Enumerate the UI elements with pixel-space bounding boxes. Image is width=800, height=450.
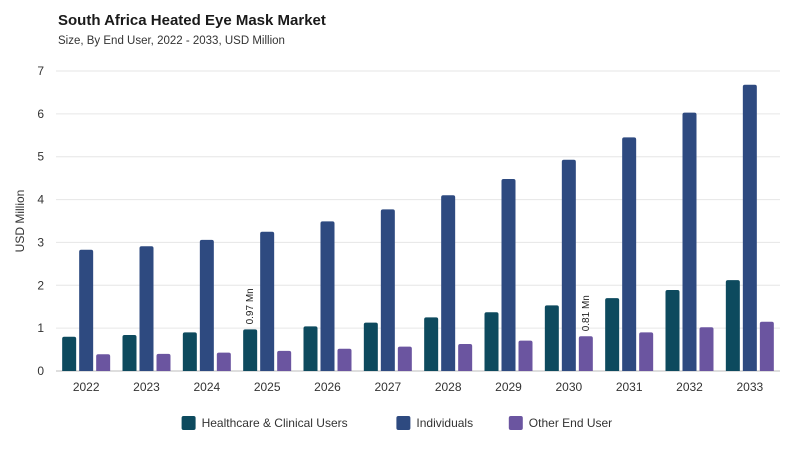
legend-item: Healthcare & Clinical Users [181, 416, 348, 430]
bar-healthcare-clinical-users-2032 [665, 290, 680, 371]
legend-swatch [396, 416, 411, 430]
legend-label: Other End User [529, 416, 612, 430]
bar-healthcare-clinical-users-2033 [725, 280, 740, 371]
legend-swatch [181, 416, 196, 430]
bar-other-end-user-2022 [96, 354, 111, 371]
bar-other-end-user-2030 [578, 336, 593, 371]
chart-title: South Africa Heated Eye Mask Market [58, 12, 326, 29]
annotations: 0.97 Mn 0.81 Mn [245, 288, 592, 331]
bar-healthcare-clinical-users-2025 [243, 329, 258, 371]
y-tick-label: 6 [37, 107, 44, 121]
bar-healthcare-clinical-users-2029 [484, 312, 499, 371]
bar-individuals-2023 [139, 246, 154, 371]
y-tick-label: 1 [37, 321, 44, 335]
bar-individuals-2022 [79, 249, 94, 371]
y-axis: 0 1 2 3 4 5 6 7 [37, 64, 780, 378]
bar-individuals-2032 [682, 112, 697, 372]
chart-subtitle: Size, By End User, 2022 - 2033, USD Mill… [58, 35, 285, 47]
bar-other-end-user-2033 [759, 321, 774, 371]
x-tick-label: 2032 [676, 380, 703, 394]
bar-healthcare-clinical-users-2022 [62, 336, 77, 371]
legend: Healthcare & Clinical Users Individuals Ot… [181, 416, 612, 430]
x-tick-label: 2025 [254, 380, 281, 394]
legend-item: Individuals [396, 416, 473, 430]
bar-individuals-2029 [501, 179, 516, 371]
bar-other-end-user-2024 [216, 352, 231, 371]
x-tick-label: 2031 [616, 380, 643, 394]
bar-individuals-2025 [260, 231, 275, 371]
bar-individuals-2031 [622, 137, 637, 371]
bar-other-end-user-2028 [458, 344, 473, 371]
bars [62, 84, 774, 372]
x-axis: 2022 2023 2024 2025 2026 2027 2028 2029 2030 2031… [73, 380, 764, 394]
bar-individuals-2024 [199, 239, 214, 371]
y-tick-label: 5 [37, 150, 44, 164]
bar-other-end-user-2031 [639, 332, 654, 371]
y-tick-label: 0 [37, 364, 44, 378]
bar-other-end-user-2032 [699, 327, 714, 371]
x-tick-label: 2030 [555, 380, 582, 394]
bar-other-end-user-2026 [337, 348, 352, 371]
y-tick-label: 2 [37, 278, 44, 292]
x-tick-label: 2029 [495, 380, 522, 394]
bar-other-end-user-2027 [397, 346, 412, 371]
bar-healthcare-clinical-users-2030 [544, 305, 559, 371]
y-tick-label: 4 [37, 193, 44, 207]
legend-label: Healthcare & Clinical Users [202, 416, 348, 430]
y-axis-label: USD Million [13, 190, 27, 253]
bar-other-end-user-2023 [156, 353, 171, 371]
data-label: 0.81 Mn [581, 295, 592, 331]
bar-healthcare-clinical-users-2028 [424, 317, 439, 371]
bar-healthcare-clinical-users-2027 [363, 322, 378, 371]
bar-individuals-2027 [380, 209, 395, 371]
grid-lines [56, 70, 780, 329]
bar-individuals-2026 [320, 221, 335, 371]
x-tick-label: 2026 [314, 380, 341, 394]
x-tick-label: 2028 [435, 380, 462, 394]
bar-healthcare-clinical-users-2023 [122, 335, 137, 371]
bar-individuals-2033 [742, 84, 757, 371]
bar-healthcare-clinical-users-2026 [303, 326, 318, 371]
y-tick-label: 3 [37, 235, 44, 249]
legend-swatch [508, 416, 523, 430]
bar-individuals-2028 [441, 195, 456, 371]
x-tick-label: 2022 [73, 380, 100, 394]
bar-other-end-user-2025 [277, 350, 292, 371]
legend-label: Individuals [416, 416, 473, 430]
x-tick-label: 2024 [193, 380, 220, 394]
bar-healthcare-clinical-users-2031 [605, 298, 620, 371]
bar-healthcare-clinical-users-2024 [182, 332, 197, 371]
y-tick-label: 7 [37, 64, 44, 78]
bar-other-end-user-2029 [518, 340, 533, 371]
bar-individuals-2030 [561, 159, 576, 371]
legend-item: Other End User [508, 416, 612, 430]
x-tick-label: 2033 [736, 380, 763, 394]
x-tick-label: 2023 [133, 380, 160, 394]
x-tick-label: 2027 [374, 380, 401, 394]
data-label: 0.97 Mn [245, 288, 256, 324]
